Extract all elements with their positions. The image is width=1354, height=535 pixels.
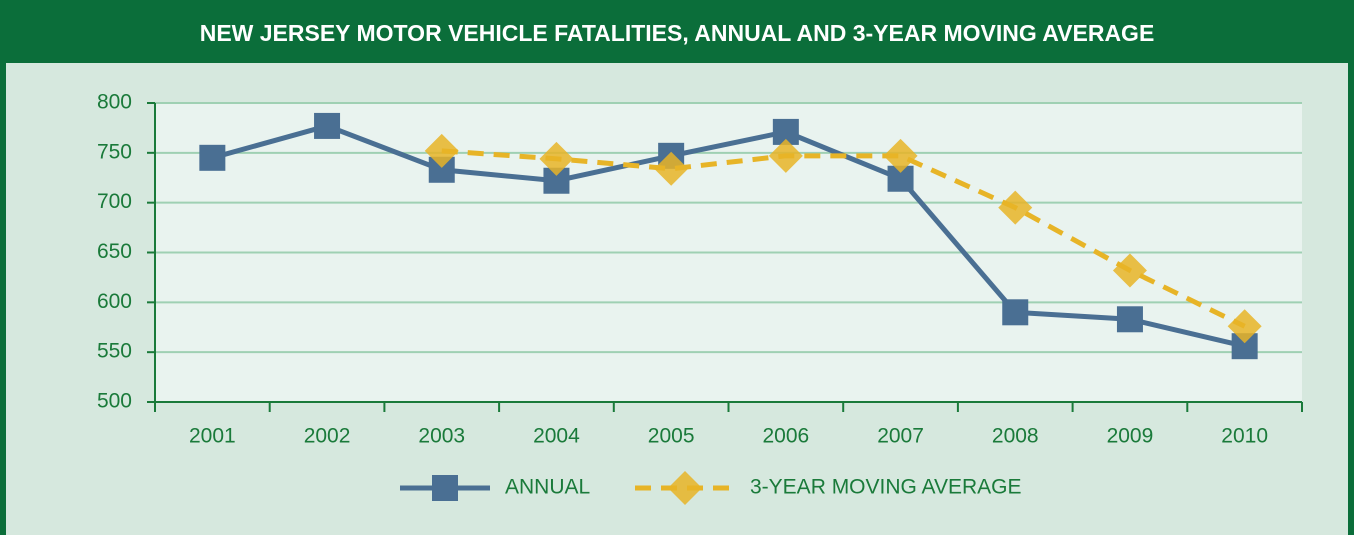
x-tick-label: 2002 (304, 425, 351, 448)
series-line (441, 148, 1246, 329)
diamond-marker (668, 471, 702, 505)
x-tick-label: 2003 (418, 425, 465, 448)
y-tick-label: 550 (97, 340, 132, 363)
diamond-marker (998, 190, 1033, 225)
y-tick-label: 650 (97, 240, 132, 263)
square-marker (432, 475, 458, 501)
square-marker (314, 112, 341, 139)
x-tick-label: 2006 (762, 425, 809, 448)
diamond-marker (424, 133, 459, 168)
diamond-marker (883, 138, 918, 173)
header (0, 0, 1354, 63)
diamond-marker (1112, 253, 1147, 288)
legend-label: 3-YEAR MOVING AVERAGE (750, 476, 1022, 499)
x-tick-label: 2005 (648, 425, 695, 448)
square-marker (1116, 306, 1143, 333)
chart-title: NEW JERSEY MOTOR VEHICLE FATALITIES, ANN… (200, 20, 1155, 46)
x-tick-label: 2007 (877, 425, 924, 448)
diamond-marker (539, 141, 574, 176)
square-marker (199, 144, 226, 171)
square-marker (1002, 299, 1029, 326)
x-tick-label: 2010 (1221, 425, 1268, 448)
x-tick-label: 2008 (992, 425, 1039, 448)
x-tick-label: 2001 (189, 425, 236, 448)
y-tick-label: 800 (97, 91, 132, 114)
x-tick-label: 2009 (1107, 425, 1154, 448)
frame-right (1348, 0, 1354, 535)
diamond-marker (654, 151, 689, 186)
y-tick-label: 750 (97, 140, 132, 163)
frame-left (0, 0, 6, 535)
y-tick-label: 500 (97, 390, 132, 413)
y-tick-label: 700 (97, 190, 132, 213)
y-tick-label: 600 (97, 290, 132, 313)
legend-label: ANNUAL (505, 476, 590, 499)
diamond-marker (1227, 309, 1262, 344)
x-tick-label: 2004 (533, 425, 580, 448)
diamond-marker (768, 138, 803, 173)
series-line (211, 123, 1246, 349)
